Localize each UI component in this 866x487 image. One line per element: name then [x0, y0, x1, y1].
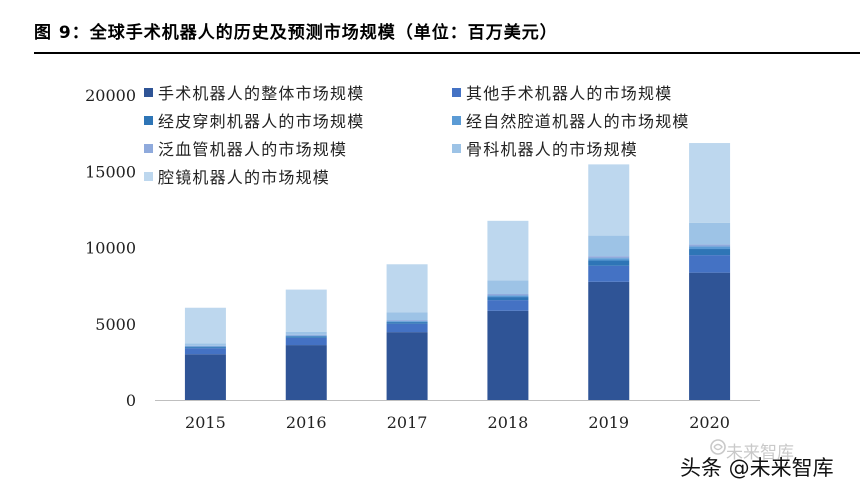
legend-swatch	[144, 116, 153, 125]
bar-segment-2018-s3	[487, 295, 529, 298]
bar-segment-2020-s5	[689, 222, 731, 245]
bar-segment-2019-s6	[588, 164, 630, 236]
legend-swatch	[144, 172, 153, 181]
bar-segment-2015-s4	[184, 345, 226, 347]
bar-segment-2020-s1	[689, 255, 731, 273]
legend-label: 其他手术机器人的市场规模	[466, 84, 672, 103]
bar-segment-2015-s5	[184, 343, 226, 346]
bar-segment-2016-s5	[285, 331, 327, 335]
watermark-bottom: 头条 @未来智库	[680, 456, 834, 480]
y-tick-label: 15000	[85, 162, 136, 181]
bar-segment-2017-s3	[386, 321, 428, 323]
legend-swatch	[144, 88, 153, 97]
bar-segment-2017-s5	[386, 312, 428, 321]
bar-segment-2018-s5	[487, 280, 529, 295]
bar-segment-2018-s4	[487, 294, 529, 296]
bar-segment-2019-s1	[588, 265, 630, 282]
x-tick-label: 2017	[387, 413, 428, 432]
x-tick-label: 2018	[488, 413, 529, 432]
bar-segment-2016-s0	[285, 345, 327, 400]
bar-segment-2015-s0	[184, 354, 226, 400]
x-tick-label: 2020	[689, 413, 730, 432]
bar-segment-2016-s4	[285, 334, 327, 336]
legend-swatch	[452, 144, 461, 153]
bar-segment-2016-s6	[285, 289, 327, 332]
bar-segment-2015-s3	[184, 346, 226, 348]
legend-label: 经自然腔道机器人的市场规模	[466, 112, 690, 131]
legend-swatch	[452, 88, 461, 97]
bar-segment-2020-s6	[689, 143, 731, 223]
bar-segment-2015-s1	[184, 348, 226, 355]
bar-segment-2017-s2	[386, 322, 428, 324]
bar-segment-2020-s4	[689, 244, 731, 247]
bar-segment-2019-s0	[588, 281, 630, 400]
y-tick-label: 0	[126, 391, 136, 410]
legend-label: 手术机器人的整体市场规模	[158, 84, 364, 103]
bar-segment-2020-s2	[689, 249, 731, 256]
bar-segment-2018-s0	[487, 310, 529, 400]
bar-segment-2016-s2	[285, 336, 327, 338]
bar-segment-2016-s3	[285, 335, 327, 337]
bar-segment-2019-s4	[588, 256, 630, 259]
bar-segment-2017-s6	[386, 264, 428, 313]
title-divider	[34, 52, 860, 54]
axis-layer: 0 5000 10000 15000 20000 2015 2016 2017 2018 2019…	[85, 86, 760, 432]
bar-segment-2019-s3	[588, 258, 630, 261]
bar-segment-2016-s1	[285, 337, 327, 346]
x-tick-label: 2019	[588, 413, 629, 432]
bar-segment-2018-s2	[487, 297, 529, 301]
bars-layer	[184, 143, 731, 400]
bar-segment-2018-s1	[487, 300, 529, 311]
bar-segment-2020-s0	[689, 272, 731, 400]
y-tick-label: 20000	[85, 86, 136, 105]
bar-segment-2020-s3	[689, 246, 731, 250]
x-tick-label: 2015	[185, 413, 226, 432]
legend-label: 腔镜机器人的市场规模	[158, 168, 330, 187]
bar-segment-2015-s2	[184, 347, 226, 349]
bar-segment-2019-s5	[588, 235, 630, 257]
chart-title: 图 9：全球手术机器人的历史及预测市场规模（单位：百万美元）	[34, 23, 558, 43]
legend-swatch	[144, 144, 153, 153]
bar-segment-2015-s6	[184, 307, 226, 344]
legend-label: 泛血管机器人的市场规模	[158, 140, 347, 159]
bar-segment-2018-s6	[487, 220, 529, 281]
bar-segment-2019-s2	[588, 260, 630, 266]
legend-label: 骨科机器人的市场规模	[466, 140, 638, 159]
y-tick-label: 5000	[95, 315, 136, 334]
bar-segment-2017-s0	[386, 332, 428, 400]
bar-segment-2017-s1	[386, 323, 428, 333]
bar-segment-2017-s4	[386, 320, 428, 322]
legend-swatch	[452, 116, 461, 125]
legend-label: 经皮穿刺机器人的市场规模	[158, 112, 364, 131]
x-tick-label: 2016	[286, 413, 327, 432]
y-tick-label: 10000	[85, 239, 136, 258]
watermark-top: 未来智库	[726, 443, 794, 463]
watermark-logo-icon	[710, 439, 726, 455]
